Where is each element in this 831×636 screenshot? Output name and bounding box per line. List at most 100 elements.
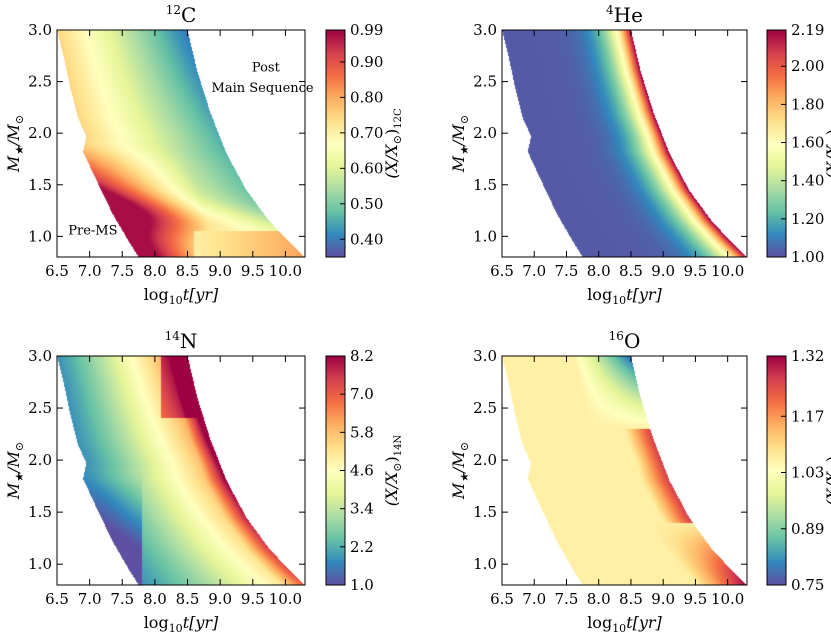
y-axis-label: M★/M⊙ [4, 442, 26, 500]
annotation: Main Sequence [212, 81, 314, 96]
x-tick-label: 7.5 [555, 590, 579, 608]
panel-title: 4He [606, 3, 643, 27]
x-tick-label: 8.5 [619, 590, 643, 608]
colorbar-tick-label: 0.89 [791, 520, 824, 538]
y-tick-label: 1.5 [28, 176, 52, 194]
panel-n14: 6.5 7.0 7.5 8.0 8.5 9.0 9.5 10.0 1.0 1.5 2.0 2.5 3.0… [4, 329, 404, 635]
x-tick-label: 7.0 [78, 590, 102, 608]
x-tick-label: 7.0 [78, 262, 102, 280]
colorbar-tick-label: 0.99 [350, 21, 383, 39]
y-axis-label: M★/M⊙ [449, 115, 471, 173]
annotation: Post [252, 60, 281, 75]
x-tick-label: 9.5 [683, 590, 707, 608]
y-axis-label: M★/M⊙ [4, 115, 26, 173]
x-tick-label: 7.5 [555, 262, 579, 280]
y-tick-label: 2.5 [473, 399, 497, 417]
colorbar [766, 29, 787, 258]
colorbar-tick-label: 8.2 [350, 347, 374, 365]
x-tick-label: 7.0 [522, 590, 546, 608]
axes-frame [56, 29, 306, 258]
colorbar-tick-label: 1.20 [791, 210, 824, 228]
colorbar-tick-label: 0.90 [350, 53, 383, 71]
panel-he4: 6.5 7.0 7.5 8.0 8.5 9.0 9.5 10.0 1.0 1.5 2.0 2.5 3.0… [449, 3, 831, 307]
y-tick-label: 3.0 [473, 347, 497, 365]
colorbar-label: (X/X⊙)12C [382, 108, 404, 179]
colorbar-label: (X/X⊙)4He [823, 108, 831, 179]
y-tick-label: 3.0 [28, 347, 52, 365]
heatmap-he4 [502, 30, 747, 257]
colorbar-tick-label: 0.70 [350, 124, 383, 142]
y-tick-label: 2.5 [28, 399, 52, 417]
x-axis-label: log10t[yr] [587, 613, 662, 635]
colorbar [766, 355, 787, 586]
annotation: Pre-MS [68, 223, 117, 238]
panel-title: 14N [165, 329, 198, 353]
y-tick-label: 3.0 [28, 21, 52, 39]
y-tick-label: 1.0 [473, 227, 497, 245]
y-tick-label: 2.0 [28, 451, 52, 469]
x-tick-label: 9.0 [208, 262, 232, 280]
y-tick-label: 2.5 [28, 73, 52, 91]
x-tick-label: 8.0 [587, 590, 611, 608]
x-tick-label: 9.0 [208, 590, 232, 608]
y-tick-label: 3.0 [473, 21, 497, 39]
colorbar-tick-label: 2.2 [350, 538, 374, 556]
y-tick-label: 2.0 [473, 451, 497, 469]
y-tick-label: 2.0 [473, 124, 497, 142]
x-tick-label: 7.5 [110, 262, 134, 280]
colorbar [325, 29, 346, 258]
heatmap-c12 [57, 30, 305, 257]
colorbar-tick-label: 2.19 [791, 21, 824, 39]
y-tick-label: 2.0 [28, 124, 52, 142]
x-tick-label: 8.5 [619, 262, 643, 280]
x-tick-label: 8.0 [143, 262, 167, 280]
colorbar-tick-label: 1.40 [791, 172, 824, 190]
x-tick-label: 8.5 [176, 262, 200, 280]
axes-frame [56, 355, 306, 586]
x-tick-label: 9.0 [651, 262, 675, 280]
x-tick-label: 6.5 [490, 262, 514, 280]
x-tick-label: 10.0 [269, 262, 302, 280]
panel-title: 12C [166, 3, 197, 27]
x-tick-label: 9.5 [683, 262, 707, 280]
colorbar-label: (X/X⊙)16O [823, 435, 831, 506]
x-tick-label: 6.5 [45, 262, 69, 280]
x-tick-label: 8.0 [587, 262, 611, 280]
colorbar-tick-label: 0.80 [350, 88, 383, 106]
y-tick-label: 1.5 [28, 503, 52, 521]
heatmap-n14 [57, 356, 305, 585]
x-tick-label: 10.0 [711, 590, 744, 608]
colorbar-label: (X/X⊙)14N [382, 435, 404, 507]
colorbar-tick-label: 4.6 [350, 462, 374, 480]
axes-frame [501, 29, 748, 258]
y-tick-label: 1.0 [28, 555, 52, 573]
x-tick-label: 10.0 [711, 262, 744, 280]
y-tick-label: 1.5 [473, 176, 497, 194]
x-tick-label: 8.0 [143, 590, 167, 608]
colorbar-tick-label: 1.32 [791, 347, 824, 365]
x-tick-label: 7.5 [110, 590, 134, 608]
x-tick-label: 6.5 [490, 590, 514, 608]
x-axis-label: log10t[yr] [144, 285, 219, 307]
colorbar-tick-label: 1.80 [791, 95, 824, 113]
panel-c12: 6.5 7.0 7.5 8.0 8.5 9.0 9.5 10.0 1.0 1.5 2.0 2.5 3.0… [4, 3, 404, 307]
x-tick-label: 6.5 [45, 590, 69, 608]
colorbar-tick-label: 1.17 [791, 407, 824, 425]
colorbar-tick-label: 1.03 [791, 464, 824, 482]
x-tick-label: 9.5 [241, 262, 265, 280]
heatmap-o16 [502, 356, 747, 585]
y-axis-label: M★/M⊙ [449, 442, 471, 500]
x-tick-label: 10.0 [269, 590, 302, 608]
x-tick-label: 8.5 [176, 590, 200, 608]
colorbar-tick-label: 0.75 [791, 576, 824, 594]
x-axis-label: log10t[yr] [587, 285, 662, 307]
y-tick-label: 1.5 [473, 503, 497, 521]
y-tick-label: 2.5 [473, 73, 497, 91]
colorbar-tick-label: 0.40 [350, 230, 383, 248]
colorbar-tick-label: 3.4 [350, 500, 374, 518]
panel-title: 16O [609, 329, 641, 353]
x-tick-label: 9.0 [651, 590, 675, 608]
colorbar-tick-label: 0.50 [350, 195, 383, 213]
x-axis-label: log10t[yr] [144, 613, 219, 635]
colorbar-tick-label: 5.8 [350, 423, 374, 441]
